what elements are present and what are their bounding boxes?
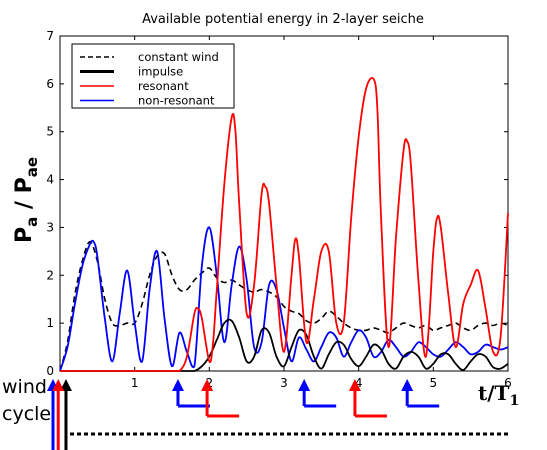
x-tick-label: 1 [131, 376, 139, 390]
series-line-resonant [59, 76, 509, 372]
y-axis-label: Pa / Pae [12, 157, 41, 243]
legend-label: constant wind [138, 50, 219, 64]
legend-label: impulse [138, 65, 183, 79]
legend-label: non-resonant [138, 94, 215, 108]
wind-marker-arrowhead [298, 379, 311, 391]
wind-label: wind [2, 376, 47, 398]
wind-marker-arrowhead [52, 379, 65, 391]
x-tick-label: 6 [504, 376, 512, 390]
y-axis: 0 1 2 3 4 5 6 7 [46, 29, 508, 378]
legend-box [71, 43, 235, 109]
x-tick-label: 4 [355, 376, 363, 390]
series-line-non-resonant [59, 226, 509, 372]
wind-marker-arrowhead [348, 379, 361, 391]
x-axis: 1 2 3 4 5 6 [131, 36, 512, 390]
wind-marker-arrowhead [171, 379, 184, 391]
wind-marker-arrowhead [59, 379, 72, 391]
legend-label: resonant [138, 79, 189, 93]
y-tick-label: 3 [46, 220, 54, 234]
cycle-label: cycle [2, 403, 51, 425]
y-tick-label: 1 [46, 316, 54, 330]
wind-marker-arrowhead [201, 379, 214, 391]
x-axis-label: t/T1 [478, 381, 519, 409]
wind-markers [47, 379, 440, 450]
x-tick-label: 2 [206, 376, 214, 390]
y-tick-label: 0 [46, 364, 54, 378]
series-layer [59, 76, 509, 372]
x-tick-label: 3 [280, 376, 288, 390]
y-tick-label: 6 [46, 77, 54, 91]
y-tick-label: 7 [46, 29, 54, 43]
y-tick-label: 2 [46, 268, 54, 282]
y-tick-label: 5 [46, 125, 54, 139]
chart-title: Available potential energy in 2-layer se… [142, 12, 424, 27]
wind-marker-arrowhead [401, 379, 414, 391]
y-tick-label: 4 [46, 173, 54, 187]
x-tick-label: 5 [430, 376, 438, 390]
